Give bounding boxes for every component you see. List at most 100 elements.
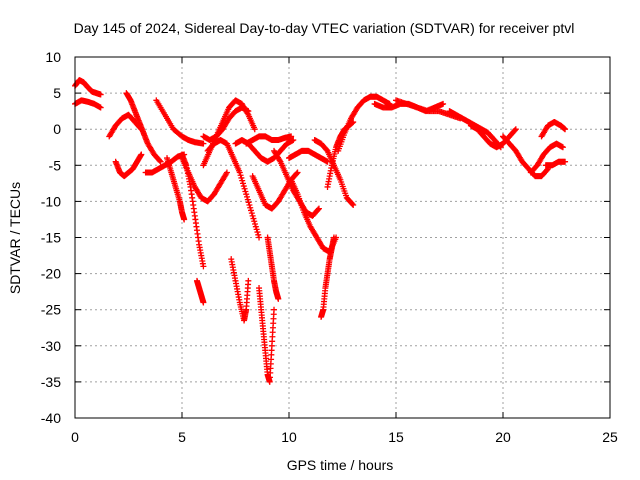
x-tick-label: 15 (388, 429, 404, 445)
y-axis-label: SDTVAR / TECUs (7, 182, 23, 294)
data-point (251, 218, 258, 225)
data-point (559, 144, 566, 151)
series-arc-20 (264, 234, 282, 302)
x-tick-label: 0 (71, 429, 79, 445)
data-point (156, 157, 163, 164)
y-tick-label: 10 (45, 49, 61, 65)
data-point (440, 100, 447, 107)
series-arc-22 (288, 176, 340, 255)
series-arc-26 (311, 137, 357, 209)
data-point (252, 220, 259, 227)
data-point (240, 183, 247, 190)
data-point (241, 185, 248, 192)
series-arc-32 (500, 133, 551, 180)
data-point (293, 170, 300, 177)
data-point (350, 202, 357, 209)
data-point (239, 180, 246, 187)
data-point (248, 207, 255, 214)
y-tick-label: 0 (53, 121, 61, 137)
series-arc-24 (318, 234, 337, 320)
y-tick-label: -40 (41, 410, 61, 426)
axis-ticks (74, 56, 611, 419)
series-arc-09 (179, 151, 207, 270)
data-point (562, 158, 569, 165)
y-tick-label: -10 (41, 193, 61, 209)
series-arc-21 (271, 147, 322, 219)
series-arc-07 (153, 97, 207, 147)
data-point (97, 91, 104, 98)
x-tick-label: 5 (178, 429, 186, 445)
series-arc-11 (193, 277, 207, 306)
series-arc-35 (538, 118, 569, 140)
series-arc-08 (164, 155, 188, 223)
data-point (244, 196, 251, 203)
data-point (200, 299, 207, 306)
data-point (254, 229, 261, 236)
data-point (271, 306, 278, 313)
x-tick-label: 25 (602, 429, 618, 445)
series-arc-01 (72, 77, 104, 98)
y-tick-label: 5 (53, 85, 61, 101)
data-point (247, 204, 254, 211)
data-point (243, 191, 250, 198)
series-arc-27 (335, 93, 393, 154)
series-arc-10 (179, 155, 230, 205)
data-point (238, 174, 245, 181)
series-arc-02 (72, 97, 104, 111)
series-arc-33 (527, 140, 566, 176)
data-point (245, 199, 252, 206)
data-point (157, 158, 164, 165)
data-point (275, 295, 282, 302)
series-arc-23 (286, 147, 331, 165)
x-tick-label: 10 (281, 429, 297, 445)
data-point (246, 202, 253, 209)
data-point (256, 234, 263, 241)
x-axis-tick-labels: 0 5 10 15 20 25 (71, 429, 618, 445)
data-point (512, 127, 519, 134)
series-arc-05 (112, 151, 145, 180)
data-point (255, 231, 262, 238)
data-points (72, 77, 569, 385)
data-point (294, 169, 301, 176)
y-tick-label: -35 (41, 374, 61, 390)
series-arc-34 (542, 158, 569, 169)
data-point (349, 201, 356, 208)
data-point (237, 172, 244, 179)
data-point (251, 126, 258, 133)
y-tick-label: -30 (41, 338, 61, 354)
data-point (252, 223, 259, 230)
series-arc-15 (228, 256, 252, 324)
data-point (236, 169, 243, 176)
data-point (315, 205, 322, 212)
y-tick-label: -5 (49, 157, 62, 173)
data-point (248, 210, 255, 217)
series-arc-17 (243, 133, 295, 147)
series-arc-18 (249, 169, 301, 212)
series-arc-04 (123, 90, 164, 165)
x-axis-label: GPS time / hours (287, 457, 394, 473)
series-arc-16 (232, 137, 297, 165)
data-point (242, 188, 249, 195)
y-tick-label: -20 (41, 266, 61, 282)
data-point (249, 212, 256, 219)
data-point (562, 126, 569, 133)
data-point (290, 137, 297, 144)
data-point (315, 206, 322, 213)
y-tick-label: -25 (41, 302, 61, 318)
y-tick-label: -15 (41, 230, 61, 246)
data-point (512, 126, 519, 133)
data-point (200, 140, 207, 147)
data-point (330, 234, 337, 241)
data-point (200, 263, 207, 270)
data-point (181, 216, 188, 223)
series-arc-14 (204, 137, 263, 241)
data-point (239, 177, 246, 184)
data-point (244, 193, 251, 200)
chart-title: Day 145 of 2024, Sidereal Day-to-day VTE… (74, 20, 575, 36)
data-point (97, 104, 104, 111)
data-point (138, 151, 145, 158)
data-point (223, 169, 230, 176)
series-arc-19 (256, 285, 278, 385)
x-tick-label: 20 (495, 429, 511, 445)
